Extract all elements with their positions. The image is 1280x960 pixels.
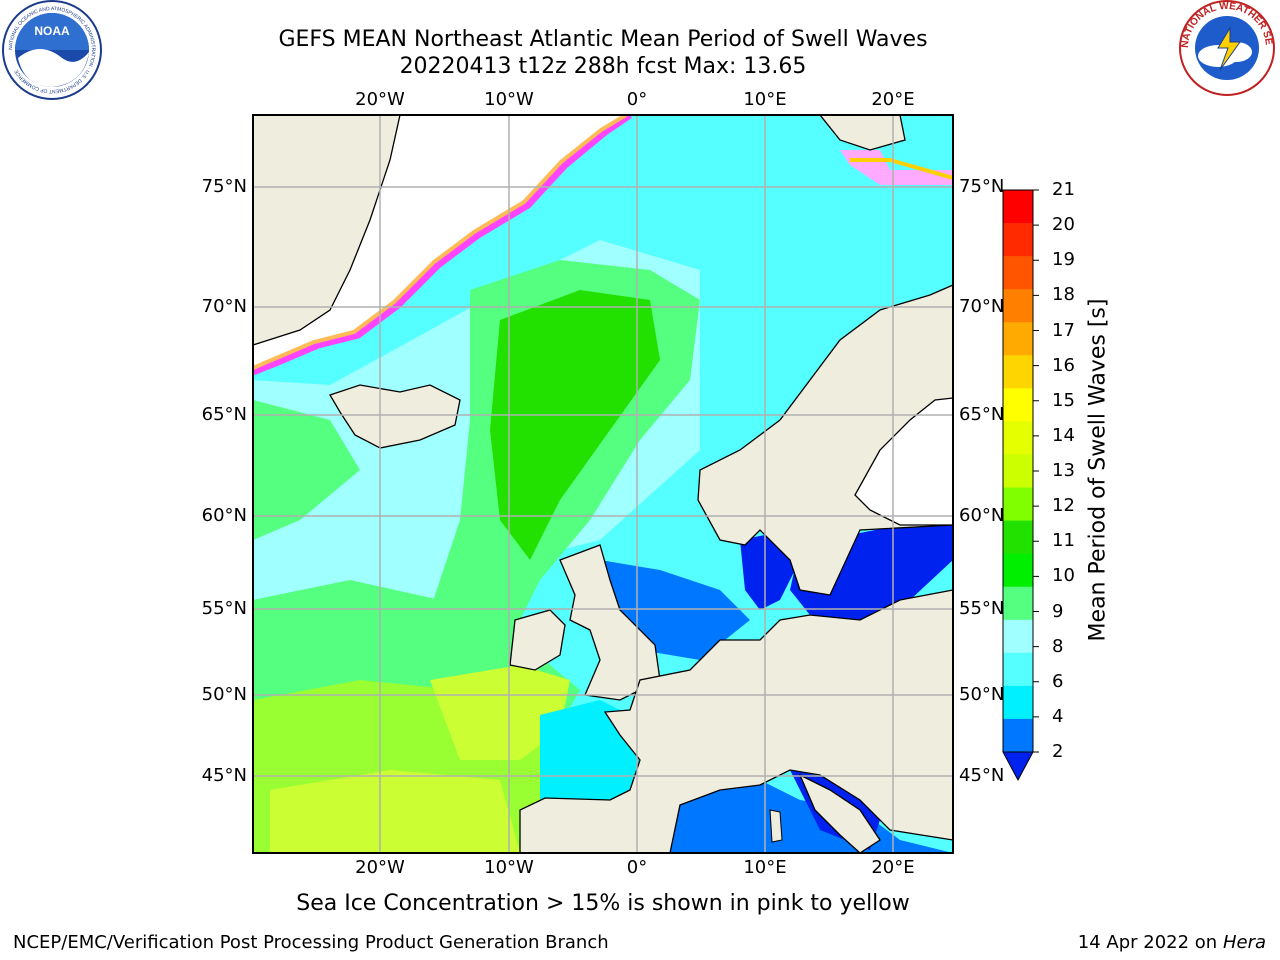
colorbar-tick-label: 11: [1052, 530, 1075, 552]
colorbar-tick-label: 20: [1052, 214, 1075, 236]
lat-label-right: 70°N: [959, 296, 1005, 317]
colorbar-swatch: [1003, 388, 1033, 422]
colorbar-swatch: [1003, 355, 1033, 389]
colorbar-tick-label: 6: [1052, 670, 1064, 692]
colorbar-tick-label: 8: [1052, 635, 1064, 657]
map-gridlines: [253, 115, 953, 853]
lat-label-left: 70°N: [201, 296, 247, 317]
italy-land: [798, 773, 881, 853]
colorbar-swatch: [1003, 223, 1033, 257]
lon-label-top: 20°W: [355, 89, 405, 110]
colorbar-swatch: [1003, 256, 1033, 290]
footer-date-text: 14 Apr 2022 on: [1077, 932, 1223, 953]
sea-ice-edge: [253, 115, 632, 376]
lat-label-right: 75°N: [959, 176, 1005, 197]
colorbar-swatch: [1003, 619, 1033, 654]
europe-land: [519, 589, 953, 853]
colorbar-swatch: [1003, 454, 1033, 489]
lon-label-bottom: 20°W: [355, 857, 405, 878]
colorbar-tick-label: 14: [1052, 424, 1075, 446]
lat-label-left: 60°N: [201, 505, 247, 526]
colorbar-swatch: [1003, 190, 1033, 224]
lon-label-top: 10°W: [484, 89, 534, 110]
lon-label-bottom: 10°E: [743, 857, 787, 878]
iceland-land: [329, 384, 461, 449]
lon-label-top: 10°E: [743, 89, 787, 110]
colorbar-tick-label: 2: [1052, 741, 1064, 762]
footer-credit: NCEP/EMC/Verification Post Processing Pr…: [13, 932, 609, 953]
colorbar-tick-label: 16: [1052, 354, 1075, 376]
colorbar-label: Mean Period of Swell Waves [s]: [1085, 298, 1111, 642]
colorbar-swatch: [1003, 421, 1033, 455]
colorbar-tick-label: 15: [1052, 389, 1075, 411]
colorbar-tick-label: 4: [1052, 705, 1064, 727]
colorbar-tick-label: 21: [1052, 179, 1075, 200]
lat-label-left: 65°N: [201, 404, 247, 425]
svalbard-land: [819, 115, 906, 151]
colorbar-swatch: [1003, 652, 1033, 687]
lat-label-right: 65°N: [959, 404, 1005, 425]
chart-title: GEFS MEAN Northeast Atlantic Mean Period…: [278, 27, 928, 52]
colorbar-extend-min: [1002, 751, 1034, 782]
noaa-logo: NOAA NATIONAL OCEANIC AND ATMOSPHERIC AD…: [2, 0, 102, 100]
ireland-land: [509, 609, 566, 671]
colorbar: [1002, 189, 1039, 782]
lon-label-bottom: 10°W: [484, 857, 534, 878]
lat-label-left: 45°N: [201, 765, 247, 786]
colorbar-swatch: [1003, 718, 1033, 753]
colorbar-swatch: [1003, 322, 1033, 356]
colorbar-swatch: [1003, 289, 1033, 323]
colorbar-tick-label: 13: [1052, 460, 1075, 481]
lat-label-left: 55°N: [201, 598, 247, 619]
lat-label-right: 45°N: [959, 765, 1005, 786]
colorbar-tick-label: 17: [1052, 319, 1075, 341]
footer-date: 14 Apr 2022 on Hera: [1078, 932, 1266, 954]
colorbar-swatch: [1003, 487, 1033, 522]
footer-host: Hera: [1222, 932, 1266, 953]
colorbar-swatch: [1003, 685, 1033, 720]
great-britain-land: [559, 544, 661, 701]
colorbar-tick-label: 18: [1052, 284, 1075, 306]
colorbar-tick-label: 19: [1052, 249, 1075, 271]
map-frame: [252, 114, 954, 854]
lat-label-left: 50°N: [201, 684, 247, 705]
colorbar-swatch: [1003, 553, 1033, 588]
lon-label-top: 20°E: [871, 89, 915, 110]
lat-label-right: 50°N: [959, 684, 1005, 705]
lon-label-bottom: 20°E: [871, 857, 915, 878]
lat-label-left: 75°N: [201, 176, 247, 197]
colorbar-swatch: [1003, 586, 1033, 621]
chart-subtitle: 20220413 t12z 288h fcst Max: 13.65: [399, 54, 807, 79]
colorbar-tick-label: 12: [1052, 495, 1075, 517]
lon-label-top: 0°: [626, 89, 648, 110]
lon-label-bottom: 0°: [626, 857, 648, 878]
lat-label-right: 60°N: [959, 505, 1005, 526]
map-panel: [253, 115, 953, 853]
colorbar-tick-label: 9: [1052, 600, 1064, 622]
colorbar-swatch: [1003, 520, 1033, 555]
colorbar-tick-label: 10: [1052, 565, 1075, 587]
svg-text:NOAA: NOAA: [34, 24, 70, 38]
sea-ice-note: Sea Ice Concentration > 15% is shown in …: [296, 891, 910, 916]
lat-label-right: 55°N: [959, 598, 1005, 619]
